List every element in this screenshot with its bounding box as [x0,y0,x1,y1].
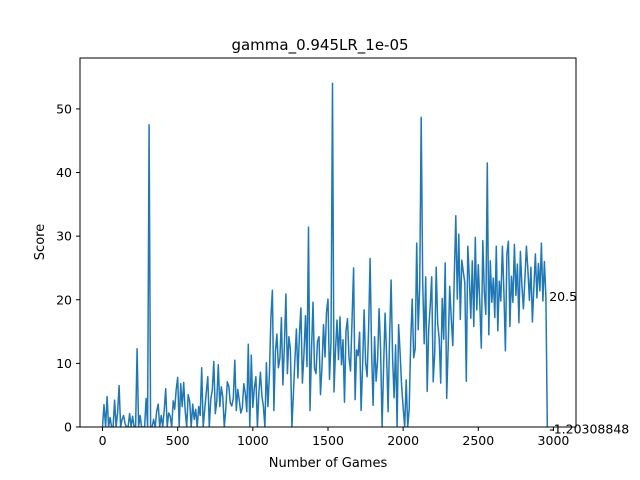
x-tick-label: 0 [99,433,107,448]
x-tick-label: 1000 [237,433,269,448]
annotations: 20.5 -1.20308848 [549,289,629,436]
axes-frame [79,57,577,428]
y-axis: 0 10 20 30 40 50 [56,101,80,435]
y-tick-label: 30 [56,229,72,244]
y-tick-label: 50 [56,101,72,116]
y-tick-label: 20 [56,292,72,307]
series-line-score [101,82,549,427]
plot-area [101,82,549,427]
x-tick-label: 500 [166,433,190,448]
x-axis-title: Number of Games [269,456,388,471]
end-value-annotation: 20.5 [549,289,577,304]
chart-title: gamma_0.945LR_1e-05 [231,36,408,55]
end-value-annotation: -1.20308848 [549,421,629,436]
x-tick-label: 1500 [312,433,344,448]
x-axis: 0 500 1000 1500 2000 2500 3000 [99,427,570,448]
y-tick-label: 0 [64,420,72,435]
y-axis-title: Score [33,224,48,260]
y-tick-label: 10 [56,356,72,371]
x-tick-label: 2500 [462,433,494,448]
y-tick-label: 40 [56,165,72,180]
x-tick-label: 2000 [387,433,419,448]
x-tick-label: 3000 [538,433,570,448]
